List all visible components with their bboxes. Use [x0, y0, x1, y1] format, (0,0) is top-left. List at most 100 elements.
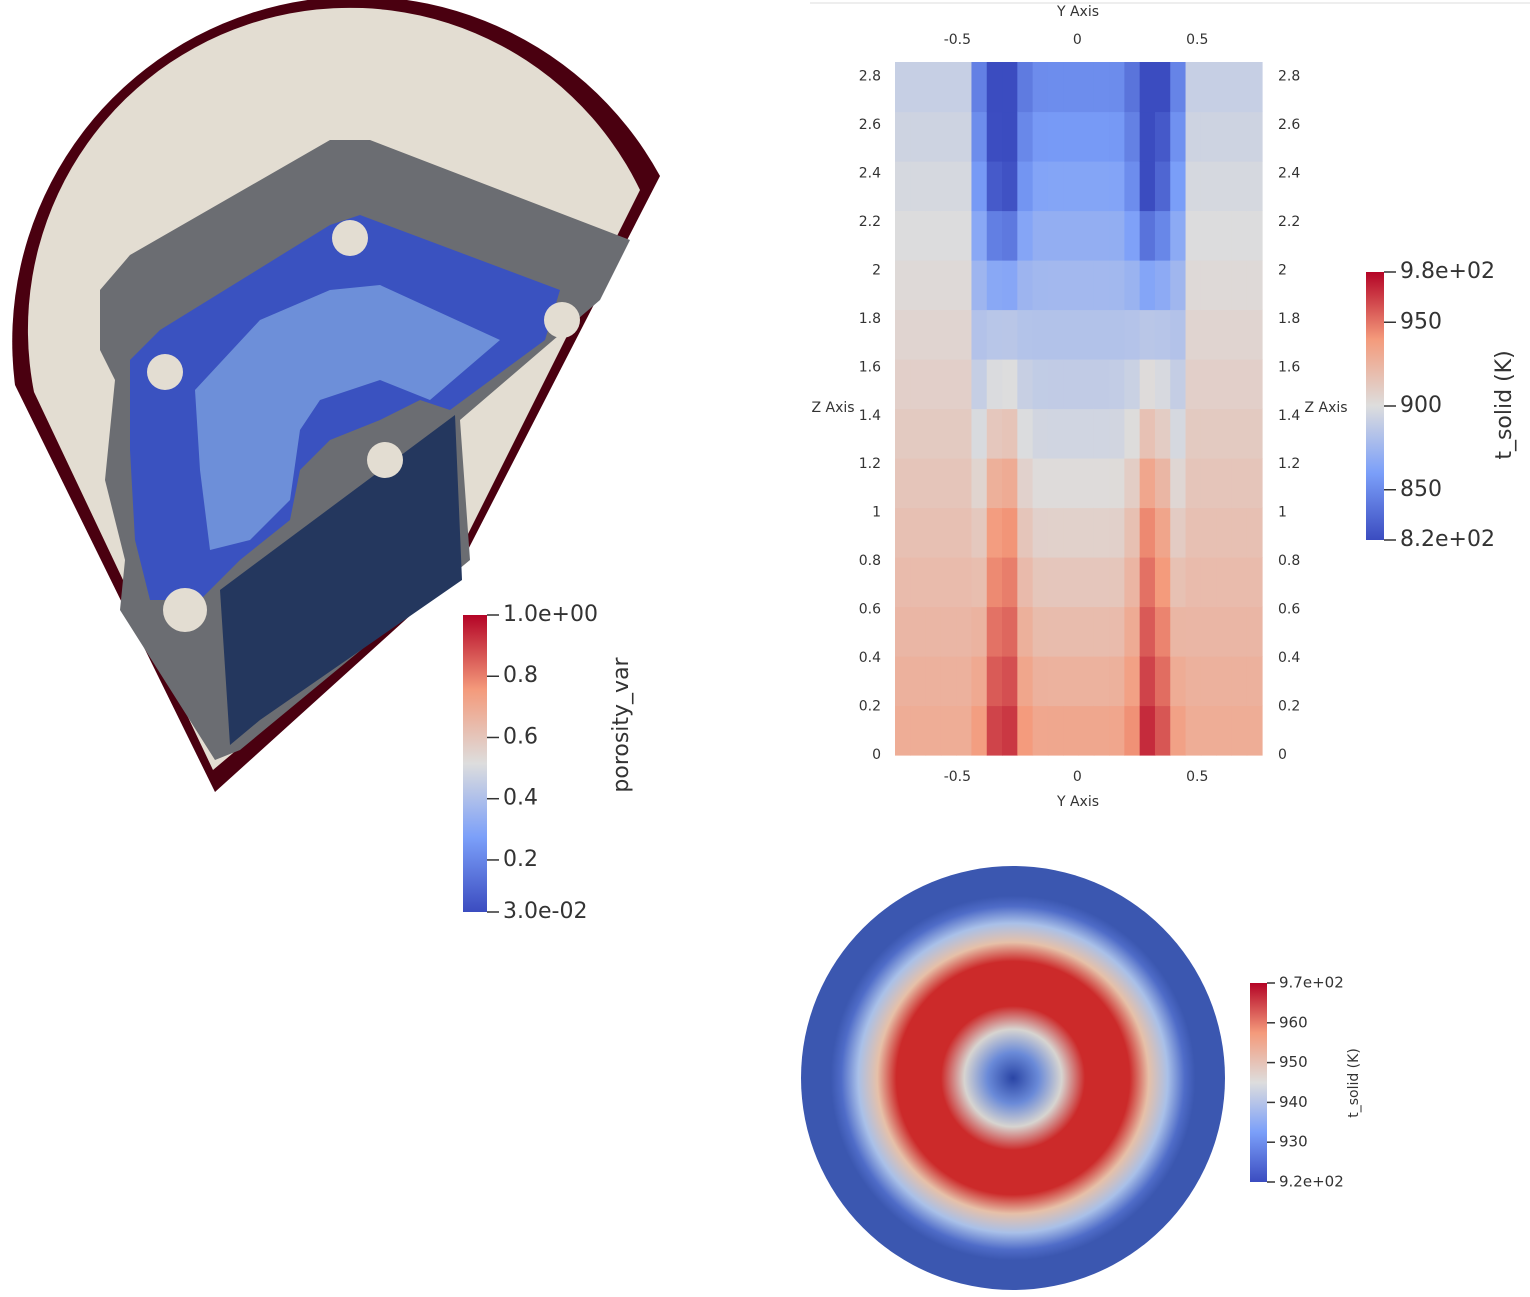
x-tick-label: -0.5 [944, 32, 971, 48]
heat-cell [940, 359, 957, 410]
heat-cell [1078, 656, 1095, 707]
heat-cell [1047, 161, 1064, 212]
heat-cell [1078, 705, 1095, 756]
heat-cell [1124, 210, 1141, 261]
heat-cell [1017, 359, 1034, 410]
heat-cell [1124, 557, 1141, 608]
y-tick-label: 2.4 [1278, 165, 1300, 181]
heat-cell [1200, 408, 1217, 459]
colorbar-label: 9.2e+02 [1279, 1173, 1344, 1191]
heat-cell [1093, 161, 1110, 212]
heat-cell [1185, 309, 1202, 360]
heat-cell [1078, 507, 1095, 558]
y-axis-title: Z Axis [1304, 400, 1347, 416]
heat-cell [1170, 161, 1187, 212]
heat-cell [1216, 62, 1233, 113]
heat-cell [1047, 606, 1064, 657]
heat-cell [1246, 111, 1263, 162]
heat-cell [1246, 705, 1263, 756]
heat-cell [1063, 260, 1080, 311]
heat-cell [1185, 210, 1202, 261]
heat-cell [1002, 62, 1018, 113]
heat-cell [1185, 606, 1202, 657]
heat-cell [910, 260, 927, 311]
colorbar-label: 0.2 [503, 847, 538, 872]
heat-cell [1109, 309, 1125, 360]
heat-cell [1063, 705, 1080, 756]
heat-cell [1139, 359, 1156, 410]
heat-cell [1124, 260, 1141, 311]
heat-cell [895, 309, 911, 360]
heat-cell [1109, 161, 1125, 212]
heat-cell [1185, 161, 1202, 212]
heat-cell [1170, 606, 1187, 657]
y-tick-label: 2.2 [1278, 214, 1300, 230]
heat-cell [895, 557, 911, 608]
heat-cell [956, 359, 973, 410]
heat-cell [1139, 161, 1156, 212]
heat-cell [1063, 309, 1080, 360]
heat-cell [986, 309, 1003, 360]
heat-cell [1017, 656, 1034, 707]
heat-cell [925, 458, 942, 509]
heat-cell [1047, 359, 1064, 410]
colorbar-label: 8.2e+02 [1400, 527, 1495, 552]
heat-cell [1063, 606, 1080, 657]
heat-cell [1216, 606, 1233, 657]
heat-cell [956, 161, 973, 212]
y-tick-label: 0.8 [859, 553, 881, 569]
y-tick-label: 1.4 [1278, 408, 1300, 424]
heat-cell [1047, 705, 1064, 756]
heat-cell [895, 210, 911, 261]
heat-cell [1231, 408, 1248, 459]
heat-cell [1124, 359, 1141, 410]
heat-cell [1047, 260, 1064, 311]
heat-cell [971, 161, 988, 212]
heat-cell [1246, 606, 1263, 657]
heat-cell [1154, 111, 1171, 162]
heat-cell [910, 656, 927, 707]
heat-cell [1063, 210, 1080, 261]
heat-cell [1154, 705, 1171, 756]
heat-cell [1231, 111, 1248, 162]
y-tick-label: 0.4 [859, 650, 881, 666]
heat-cell [925, 111, 942, 162]
colorbar-label: 930 [1279, 1133, 1308, 1151]
heat-cell [1185, 557, 1202, 608]
y-tick-label: 1.4 [859, 408, 881, 424]
heat-cell [1109, 458, 1125, 509]
heat-cell [1093, 606, 1110, 657]
x-axis-title: Y Axis [1056, 794, 1099, 810]
heat-cell [940, 260, 957, 311]
heat-cell [1109, 260, 1125, 311]
heat-cell [925, 62, 942, 113]
y-tick-label: 2.8 [1278, 69, 1300, 85]
heat-cell [910, 309, 927, 360]
heat-cell [1109, 111, 1125, 162]
heat-cell [1063, 507, 1080, 558]
colorbar-title: t_solid (K) [1492, 350, 1517, 459]
heat-cell [1109, 557, 1125, 608]
heat-cell [1078, 210, 1095, 261]
heat-cell [971, 210, 988, 261]
heat-cell [986, 62, 1003, 113]
heat-cell [1216, 656, 1233, 707]
heat-cell [1078, 606, 1095, 657]
heat-cell [956, 656, 973, 707]
y-tick-label: 0 [872, 747, 881, 763]
heat-cell [1002, 656, 1018, 707]
heat-cell [1139, 309, 1156, 360]
heat-cell [1231, 557, 1248, 608]
heat-cell [1093, 309, 1110, 360]
heat-cell [1002, 557, 1018, 608]
heat-cell [925, 359, 942, 410]
heat-cell [1170, 309, 1187, 360]
heat-cell [1078, 309, 1095, 360]
heat-cell [1246, 161, 1263, 212]
heat-cell [1032, 161, 1049, 212]
heat-cell [1139, 62, 1156, 113]
y-tick-label: 1.8 [1278, 311, 1300, 327]
y-tick-label: 1.2 [1278, 456, 1300, 472]
heat-cell [1216, 111, 1233, 162]
y-tick-label: 0.4 [1278, 650, 1300, 666]
